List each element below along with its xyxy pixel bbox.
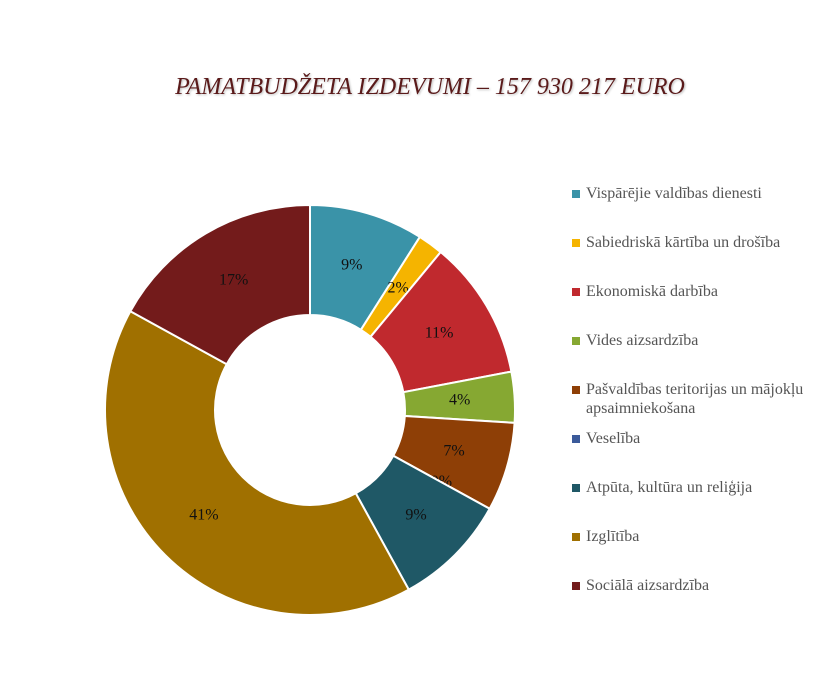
data-label: 4%: [449, 391, 470, 408]
legend-item: Atpūta, kultūra un reliģija: [572, 478, 818, 527]
data-label: 9%: [405, 507, 426, 524]
legend-label: Pašvaldības teritorijas un mājokļu apsai…: [586, 381, 804, 417]
legend: Vispārējie valdības dienesti Sabiedriskā …: [572, 184, 818, 625]
legend-swatch: [572, 190, 580, 198]
legend-item: Sabiedriskā kārtība un drošība: [572, 233, 818, 282]
data-label: 2%: [388, 279, 409, 296]
legend-item: Pašvaldības teritorijas un mājokļu apsai…: [572, 380, 818, 429]
legend-swatch: [572, 435, 580, 443]
legend-swatch: [572, 337, 580, 345]
legend-swatch: [572, 533, 580, 541]
legend-swatch: [572, 288, 580, 296]
legend-label: Vides aizsardzība: [586, 332, 699, 349]
data-label: 7%: [443, 443, 464, 460]
data-label: 9%: [341, 257, 362, 274]
legend-label: Atpūta, kultūra un reliģija: [586, 479, 753, 496]
slice: [104, 309, 411, 616]
legend-item: Sociālā aizsardzība: [572, 576, 818, 625]
chart-title: PAMATBUDŽETA IZDEVUMI – 157 930 217 EURO: [174, 74, 685, 100]
legend-item: Ekonomiskā darbība: [572, 282, 818, 331]
legend-item: Vispārējie valdības dienesti: [572, 184, 818, 233]
slice: [128, 203, 311, 366]
legend-swatch: [572, 484, 580, 492]
legend-item: Izglītība: [572, 527, 818, 576]
legend-swatch: [572, 582, 580, 590]
data-label: 11%: [425, 324, 454, 341]
data-label: 17%: [219, 272, 248, 289]
legend-swatch: [572, 239, 580, 247]
legend-item: Veselība: [572, 429, 818, 478]
legend-label: Veselība: [586, 430, 641, 447]
legend-label: Ekonomiskā darbība: [586, 283, 718, 300]
legend-item: Vides aizsardzība: [572, 331, 818, 380]
legend-label: Vispārējie valdības dienesti: [586, 185, 762, 202]
legend-label: Sabiedriskā kārtība un drošība: [586, 234, 781, 251]
legend-label: Izglītība: [586, 528, 640, 545]
legend-label: Sociālā aizsardzība: [586, 577, 710, 594]
legend-swatch: [572, 386, 580, 394]
data-label: 41%: [189, 507, 218, 524]
